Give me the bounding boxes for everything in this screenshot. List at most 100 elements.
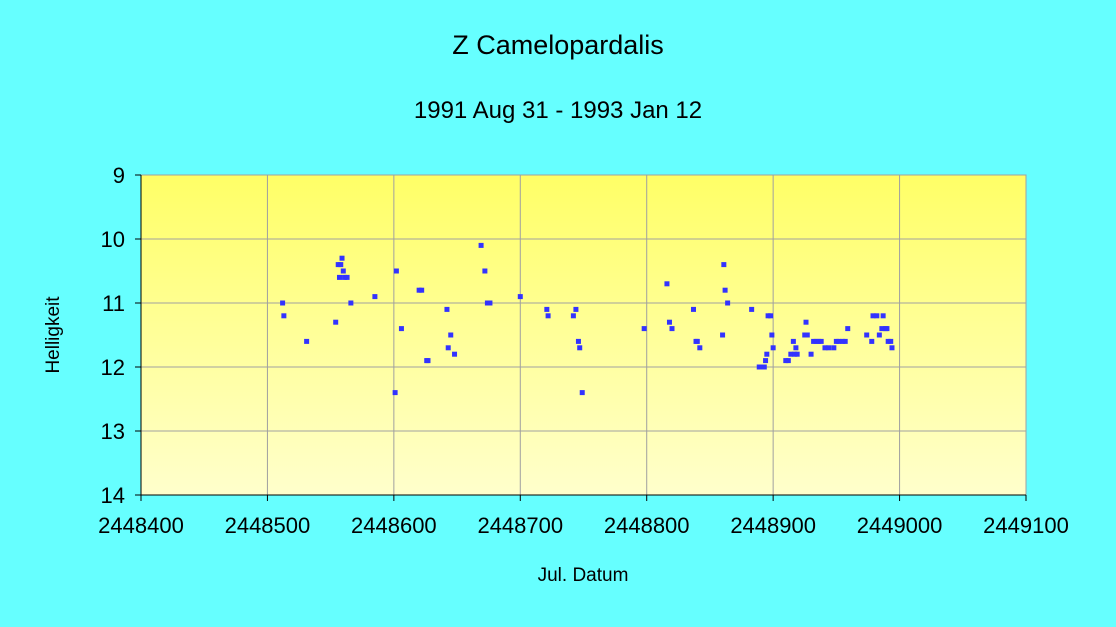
data-point [336, 274, 342, 280]
data-point [836, 338, 842, 344]
data-point [725, 300, 731, 306]
data-point [792, 351, 798, 357]
y-tick-label: 13 [101, 419, 125, 444]
data-point [304, 338, 310, 344]
data-point [338, 262, 344, 268]
x-tick-label: 2448900 [730, 513, 816, 538]
data-point [517, 294, 523, 300]
data-point [484, 300, 490, 306]
data-point [416, 287, 422, 293]
data-point [281, 313, 287, 319]
data-point [870, 313, 876, 319]
x-tick-label: 2448700 [477, 513, 563, 538]
chart-title: Z Camelopardalis [452, 30, 664, 60]
data-point [879, 326, 885, 332]
data-point [340, 268, 346, 274]
data-point [393, 268, 399, 274]
data-point [793, 345, 799, 351]
data-point [573, 306, 579, 312]
data-point [842, 338, 848, 344]
data-point [641, 326, 647, 332]
data-point [790, 338, 796, 344]
x-tick-label: 2448500 [225, 513, 311, 538]
data-point [802, 332, 808, 338]
data-point [803, 319, 809, 325]
data-point [339, 255, 345, 261]
data-point [759, 364, 765, 370]
data-point [818, 338, 824, 344]
data-point [869, 338, 875, 344]
data-point [761, 364, 767, 370]
data-point [811, 338, 817, 344]
data-point [763, 358, 769, 364]
x-tick-label: 2449100 [983, 513, 1069, 538]
plot-area [141, 175, 1026, 495]
axis-ticks: 2448400 2448500 2448600 2448700 2448800 24489… [98, 163, 1069, 538]
data-point [783, 358, 789, 364]
data-point [769, 332, 775, 338]
data-point [785, 358, 791, 364]
data-point [697, 345, 703, 351]
data-point [749, 306, 755, 312]
data-point [445, 345, 451, 351]
y-tick-label: 14 [101, 483, 125, 508]
data-point [575, 338, 581, 344]
x-tick-label: 2448600 [351, 513, 437, 538]
data-point [545, 313, 551, 319]
y-tick-label: 10 [101, 227, 125, 252]
data-point [579, 390, 585, 396]
data-point [333, 319, 339, 325]
data-point [280, 300, 286, 306]
data-points [280, 242, 895, 396]
data-point [721, 262, 727, 268]
data-point [884, 326, 890, 332]
data-point [690, 306, 696, 312]
data-point [770, 345, 776, 351]
data-point [342, 274, 348, 280]
data-point [768, 313, 774, 319]
chart-subtitle: 1991 Aug 31 - 1993 Jan 12 [413, 97, 703, 124]
y-axis-label: Helligkeit [43, 296, 64, 374]
data-point [864, 332, 870, 338]
data-point [816, 338, 822, 344]
data-point [880, 313, 886, 319]
y-tick-label: 12 [101, 355, 125, 380]
data-point [826, 345, 832, 351]
data-point [889, 345, 895, 351]
data-point [822, 345, 828, 351]
data-point [570, 313, 576, 319]
data-point [808, 351, 814, 357]
data-point [666, 319, 672, 325]
data-point [845, 326, 851, 332]
data-point [788, 351, 794, 357]
data-point [794, 351, 800, 357]
x-axis-label: Jul. Datum [538, 565, 629, 586]
data-point [813, 338, 819, 344]
data-point [544, 306, 550, 312]
data-point [392, 390, 398, 396]
data-point [482, 268, 488, 274]
grid-lines [141, 175, 1026, 495]
data-point [487, 300, 493, 306]
data-point [425, 358, 431, 364]
data-point [398, 326, 404, 332]
data-point [833, 338, 839, 344]
data-point [452, 351, 458, 357]
data-point [372, 294, 378, 300]
data-point [764, 351, 770, 357]
y-tick-label: 9 [113, 163, 125, 188]
data-point [722, 287, 728, 293]
data-point [694, 338, 700, 344]
data-point [577, 345, 583, 351]
data-point [885, 338, 891, 344]
y-tick-label: 11 [102, 291, 125, 316]
x-tick-label: 2449000 [857, 513, 943, 538]
data-point [874, 313, 880, 319]
data-point [888, 338, 894, 344]
data-point [335, 262, 341, 268]
data-point [344, 274, 350, 280]
data-point [756, 364, 762, 370]
data-point [831, 345, 837, 351]
x-tick-label: 2448800 [604, 513, 690, 538]
